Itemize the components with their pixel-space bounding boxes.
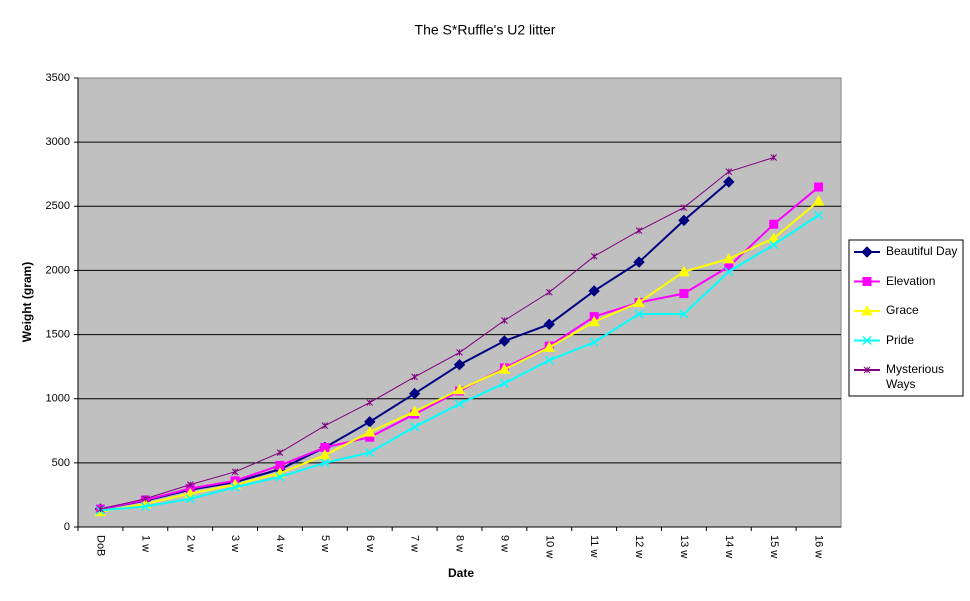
x-tick-label: 6 w: [364, 535, 376, 552]
x-tick-label: 11 w: [588, 535, 600, 557]
y-tick-label: 3500: [46, 72, 70, 84]
x-tick-label: 4 w: [274, 535, 286, 552]
legend-marker: [863, 366, 871, 374]
marker: [812, 195, 825, 206]
x-tick-label: 16 w: [813, 535, 825, 558]
plot-area: [77, 77, 842, 528]
marker: [679, 309, 689, 319]
y-tick-label: 0: [64, 521, 70, 533]
marker: [498, 335, 511, 347]
series-line: [100, 157, 774, 510]
x-tick-label: 15 w: [768, 535, 780, 558]
x-tick-label: 13 w: [678, 535, 690, 558]
marker: [141, 495, 149, 503]
legend-label: Pride: [886, 332, 915, 347]
x-tick-label: 10 w: [543, 535, 555, 558]
marker: [363, 426, 376, 437]
marker: [590, 252, 598, 260]
legend-marker: [861, 246, 873, 258]
x-tick-label: 1 w: [139, 535, 151, 552]
y-axis-label: Weight (gram): [20, 262, 34, 342]
marker: [185, 494, 195, 504]
legend-marker: [862, 335, 872, 346]
marker: [588, 285, 600, 297]
legend-marker: [862, 277, 872, 286]
marker: [545, 288, 553, 296]
marker: [678, 214, 690, 227]
x-tick-label: 2 w: [184, 535, 196, 552]
x-tick-label: 3 w: [229, 535, 241, 552]
marker: [410, 422, 420, 432]
x-tick-label: DoB: [95, 535, 107, 556]
marker: [321, 422, 329, 430]
marker: [725, 168, 733, 176]
marker: [456, 349, 463, 356]
x-tick-label: 9 w: [498, 535, 510, 552]
legend-label: Grace: [886, 303, 919, 317]
x-tick-label: 5 w: [319, 535, 331, 552]
marker: [633, 256, 645, 268]
marker: [499, 378, 509, 388]
marker: [543, 318, 555, 331]
marker: [678, 265, 690, 277]
marker: [769, 240, 779, 250]
marker: [722, 252, 735, 264]
marker: [767, 232, 780, 243]
marker: [543, 341, 556, 352]
marker: [320, 458, 330, 468]
marker: [231, 468, 239, 476]
marker: [501, 317, 508, 324]
marker: [635, 227, 643, 235]
legend-marker: [861, 304, 873, 316]
marker: [365, 448, 375, 458]
marker: [588, 315, 600, 327]
marker: [411, 373, 418, 381]
x-tick-label: 7 w: [409, 535, 421, 552]
x-tick-label: 12 w: [633, 535, 645, 558]
marker: [408, 387, 421, 400]
marker: [186, 481, 194, 489]
marker: [276, 449, 284, 456]
chart-title: The S*Ruffle's U2 litter: [415, 22, 556, 38]
marker: [140, 501, 150, 512]
y-tick-label: 1500: [46, 328, 70, 340]
marker: [589, 337, 599, 347]
marker: [453, 383, 466, 395]
marker: [366, 399, 374, 406]
x-tick-label: 14 w: [723, 535, 735, 558]
marker: [769, 219, 779, 229]
marker: [814, 210, 824, 220]
marker: [770, 154, 778, 161]
y-tick-label: 2000: [46, 264, 70, 276]
legend-label: Beautiful Day: [886, 244, 958, 258]
legend-label: Elevation: [886, 273, 936, 288]
marker: [454, 399, 465, 409]
marker: [230, 482, 240, 492]
y-tick-label: 2500: [46, 200, 70, 212]
y-tick-label: 3000: [46, 136, 70, 148]
marker: [723, 176, 735, 188]
marker: [275, 472, 285, 482]
marker: [544, 355, 554, 365]
marker: [724, 267, 734, 277]
marker: [453, 359, 466, 371]
marker: [97, 505, 104, 513]
y-tick-label: 1000: [46, 393, 70, 405]
y-tick-label: 500: [52, 457, 70, 469]
legend-label: Mysterious Ways: [886, 362, 945, 391]
marker: [814, 182, 824, 192]
x-tick-label: 8 w: [454, 535, 466, 552]
x-axis-label: Date: [448, 566, 474, 580]
marker: [408, 405, 421, 417]
marker: [498, 363, 511, 374]
marker: [634, 309, 644, 319]
marker: [633, 296, 645, 307]
marker: [679, 289, 689, 299]
marker: [319, 449, 331, 460]
marker: [680, 204, 688, 211]
